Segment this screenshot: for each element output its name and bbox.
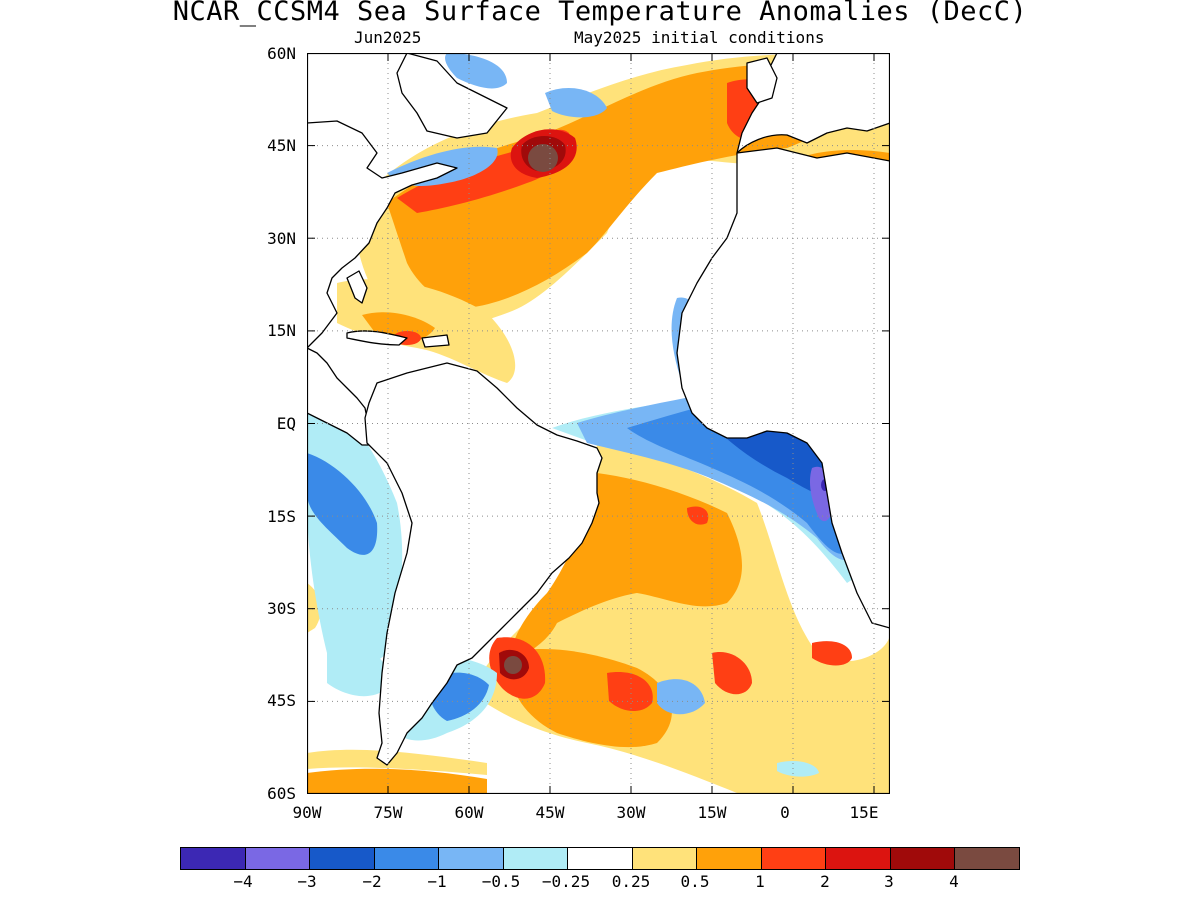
colorbar-swatch (955, 848, 1019, 869)
southern-ocean-warm-yellow (307, 749, 487, 775)
labrador-cold (445, 53, 507, 89)
lon-label-45w: 45W (535, 803, 565, 822)
lon-label-60w: 60W (454, 803, 484, 822)
lat-label-45s: 45S (267, 691, 296, 710)
colorbar-label: −0.5 (481, 872, 521, 891)
lat-label-eq: EQ (276, 414, 296, 433)
south-atlantic-warm-red-c (712, 652, 752, 695)
colorbar-swatch (503, 848, 569, 869)
colorbar-swatch (181, 848, 246, 869)
north-atlantic-cold-patch (545, 88, 607, 118)
colorbar-label: −0.25 (541, 872, 591, 891)
colorbar-swatch (374, 848, 440, 869)
forecast-month: Jun2025 (354, 28, 422, 47)
south-atlantic-warm-red-b (607, 672, 653, 712)
colorbar-label: 3 (884, 872, 894, 891)
colorbar-label: 4 (949, 872, 959, 891)
lon-label-15e: 15E (849, 803, 879, 822)
lat-label-60n: 60N (267, 44, 296, 63)
colorbar-swatch (310, 848, 375, 869)
colorbar-swatch (826, 848, 891, 869)
south-atlantic-warm-red-d (812, 641, 852, 666)
colorbar-swatch (890, 848, 956, 869)
colorbar-swatch (697, 848, 762, 869)
axis-ticks (307, 53, 890, 794)
colorbar-label: 1 (755, 872, 765, 891)
south-atlantic-cold-patch (657, 679, 705, 715)
south-cold-patch (777, 761, 819, 777)
colorbar-swatch (245, 848, 311, 869)
south-atlantic-warm-red-e (687, 506, 709, 525)
graticule (307, 53, 890, 794)
south-atlantic-warm-orange (511, 473, 742, 663)
colorbar-swatch (632, 848, 698, 869)
south-atlantic-hotspot (504, 656, 522, 674)
colorbar-label: −2 (362, 872, 382, 891)
lat-label-45n: 45N (267, 136, 296, 155)
colorbar-label: 2 (820, 872, 830, 891)
florida-peninsula (346, 270, 368, 304)
southern-ocean-warm-orange (307, 768, 487, 794)
colorbar-label: −4 (233, 872, 253, 891)
colorbar-swatch (761, 848, 827, 869)
hispaniola (421, 334, 450, 348)
colorbar-label: 0.5 (680, 872, 710, 891)
lat-label-30n: 30N (267, 229, 296, 248)
colorbar-swatch (439, 848, 504, 869)
sst-anomaly-map (307, 53, 890, 794)
pacific-cold-blue (307, 453, 378, 555)
lat-label-15n: 15N (267, 321, 296, 340)
pacific-cold-lower (327, 642, 392, 697)
initial-conditions: May2025 initial conditions (574, 28, 825, 47)
lat-label-30s: 30S (267, 599, 296, 618)
land-layer (307, 53, 890, 766)
lon-label-15w: 15W (697, 803, 727, 822)
lat-label-60s: 60S (267, 784, 296, 803)
africa (676, 147, 890, 629)
lon-label-0: 0 (780, 803, 790, 822)
colorbar-swatch (568, 848, 633, 869)
colorbar-label: −3 (297, 872, 317, 891)
lon-label-30w: 30W (616, 803, 646, 822)
south-america (364, 362, 603, 766)
chart-title: NCAR_CCSM4 Sea Surface Temperature Anoma… (172, 0, 1028, 27)
labrador-coast (396, 53, 508, 139)
british-isles (746, 57, 778, 104)
colorbar-label: 0.25 (611, 872, 651, 891)
colorbar-label: −1 (427, 872, 447, 891)
lon-label-75w: 75W (373, 803, 403, 822)
north-america (307, 120, 458, 349)
lat-label-15s: 15S (267, 507, 296, 526)
lon-label-90w: 90W (292, 803, 322, 822)
colorbar (180, 847, 1020, 870)
north-atlantic-hotspot (528, 144, 558, 172)
